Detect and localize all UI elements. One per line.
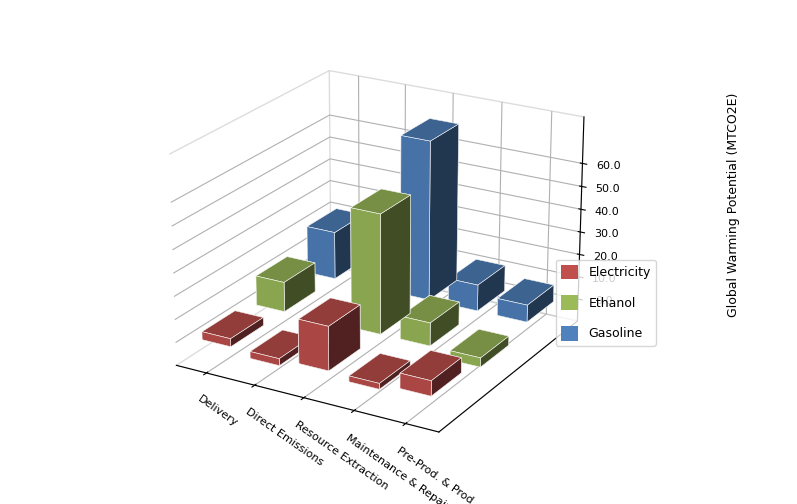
Legend: Electricity, Ethanol, Gasoline: Electricity, Ethanol, Gasoline (556, 260, 656, 346)
